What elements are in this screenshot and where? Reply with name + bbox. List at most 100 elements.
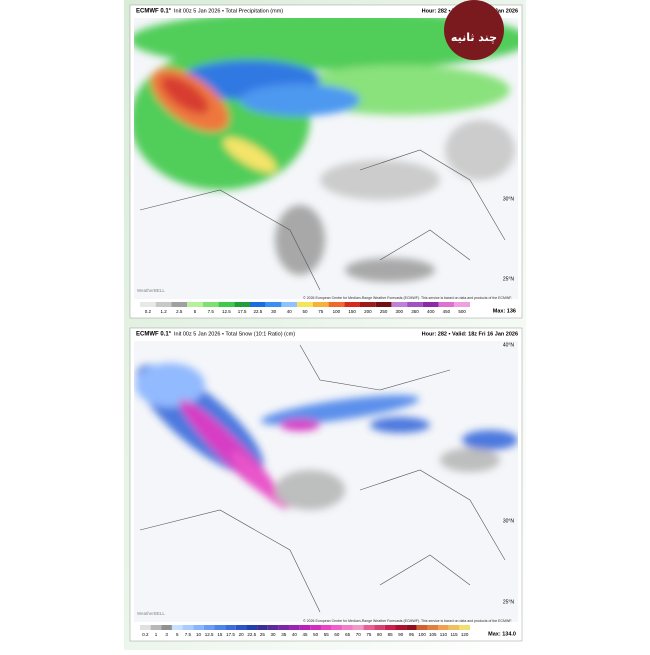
colorbar-label: 60 [334,632,340,637]
colorbar-label: 22.5 [247,632,256,637]
colorbar-cell [331,625,343,630]
colorbar-cell [406,625,417,630]
brand: WeatherBELL [137,288,165,293]
colorbar-cell [182,625,194,630]
colorbar-label: 350 [411,309,419,314]
subtitle: Init 00z 5 Jan 2026 • Total Snow (10:1 R… [174,331,295,337]
colorbar-label: 5 [194,309,197,314]
colorbar-label: 30 [271,309,277,314]
colorbar-label: 50 [313,632,319,637]
colorbar-label: 15 [217,632,223,637]
colorbar-cell [171,625,183,630]
colorbar-cell [438,302,455,307]
colorbar-label: 100 [333,309,341,314]
colorbar-cell [161,625,172,630]
colorbar-cell [328,302,345,307]
colorbar-cell [416,625,428,630]
colorbar-label: 0.2 [145,309,152,314]
model-label: ECMWF 0.1° [136,332,172,338]
colorbar-cell [297,302,313,307]
credit: © 2026 European Centre for Medium-Range … [303,296,512,300]
colorbar-label: 20 [239,632,245,637]
colorbar-cell [384,625,396,630]
brand: WeatherBELL [137,611,165,616]
colorbar-cell [171,302,188,307]
colorbar-cell [427,625,439,630]
colorbar-cell [299,625,311,630]
colorbar-label: 50 [302,309,308,314]
max-label: Max: 136 [493,308,516,314]
colorbar-label: 0.2 [142,632,149,637]
colorbar-cell [140,625,151,630]
colorbar-cell [391,302,408,307]
colorbar-cell [375,302,392,307]
colorbar-cell [246,625,258,630]
colorbar: 0.2 1 3 5 7.5 10 12.5 15 17.5 20 22.5 25 30 35 40 45 50 5… [140,625,470,637]
colorbar-cell [278,625,290,630]
colorbar-cell [193,625,204,630]
colorbar-label: 7.5 [208,309,215,314]
colorbar-label: 65 [345,632,351,637]
colorbar-cell [234,302,250,307]
colorbar-label: 75 [366,632,372,637]
snow-map [134,341,518,622]
colorbar-cell [422,302,439,307]
colorbar-label: 10 [196,632,202,637]
colorbar-cell [310,625,321,630]
colorbar-label: 40 [287,309,293,314]
colorbar-label: 90 [398,632,404,637]
logo-badge [444,0,504,60]
colorbar-cell [203,625,215,630]
colorbar-cell [448,625,460,630]
colorbar-cell [150,625,162,630]
colorbar-cell [352,625,364,630]
colorbar-cell [459,625,470,630]
colorbar-cell [235,625,247,630]
colorbar-label: 17.5 [238,309,247,314]
colorbar-cell [289,625,300,630]
colorbar-label: 150 [348,309,356,314]
colorbar-cell [407,302,423,307]
logo-text: چند ثانیه [451,31,497,44]
colorbar-label: 1.2 [160,309,167,314]
colorbar-cell [218,302,235,307]
model-label: ECMWF 0.1° [136,9,172,15]
colorbar-label: 200 [364,309,372,314]
colorbar-label: 17.5 [226,632,235,637]
max-label: Max: 134.0 [488,631,516,637]
colorbar-cell [281,302,298,307]
colorbar-cell [214,625,226,630]
colorbar-label: 22.5 [253,309,262,314]
colorbar-label: 45 [302,632,308,637]
colorbar-label: 115 [450,632,458,637]
colorbar-cell [267,625,279,630]
colorbar-label: 110 [440,632,448,637]
colorbar-cell [312,302,329,307]
colorbar-label: 3 [165,632,168,637]
colorbar-cell [342,625,353,630]
lat-label: 25°N [503,276,515,282]
colorbar-cell [225,625,236,630]
colorbar-cell [187,302,203,307]
colorbar-cell [320,625,332,630]
colorbar-label: 450 [443,309,451,314]
colorbar-label: 70 [356,632,362,637]
colorbar-cell [360,302,376,307]
lat-label: 30°N [503,518,515,524]
colorbar-cell [438,625,449,630]
colorbar-label: 30 [271,632,277,637]
colorbar-label: 12.5 [222,309,231,314]
colorbar-cell [257,625,268,630]
colorbar-label: 1 [155,632,158,637]
colorbar-label: 85 [388,632,394,637]
colorbar-label: 100 [418,632,426,637]
colorbar-label: 105 [429,632,437,637]
precip-map [134,18,518,299]
colorbar-cell [265,302,282,307]
colorbar-cell [454,302,470,307]
colorbar: 0.2 1.2 2.5 5 7.5 12.5 17.5 22.5 30 40 50 75 100 150 2… [140,302,470,314]
colorbar-label: 250 [380,309,388,314]
colorbar-label: 5 [176,632,179,637]
